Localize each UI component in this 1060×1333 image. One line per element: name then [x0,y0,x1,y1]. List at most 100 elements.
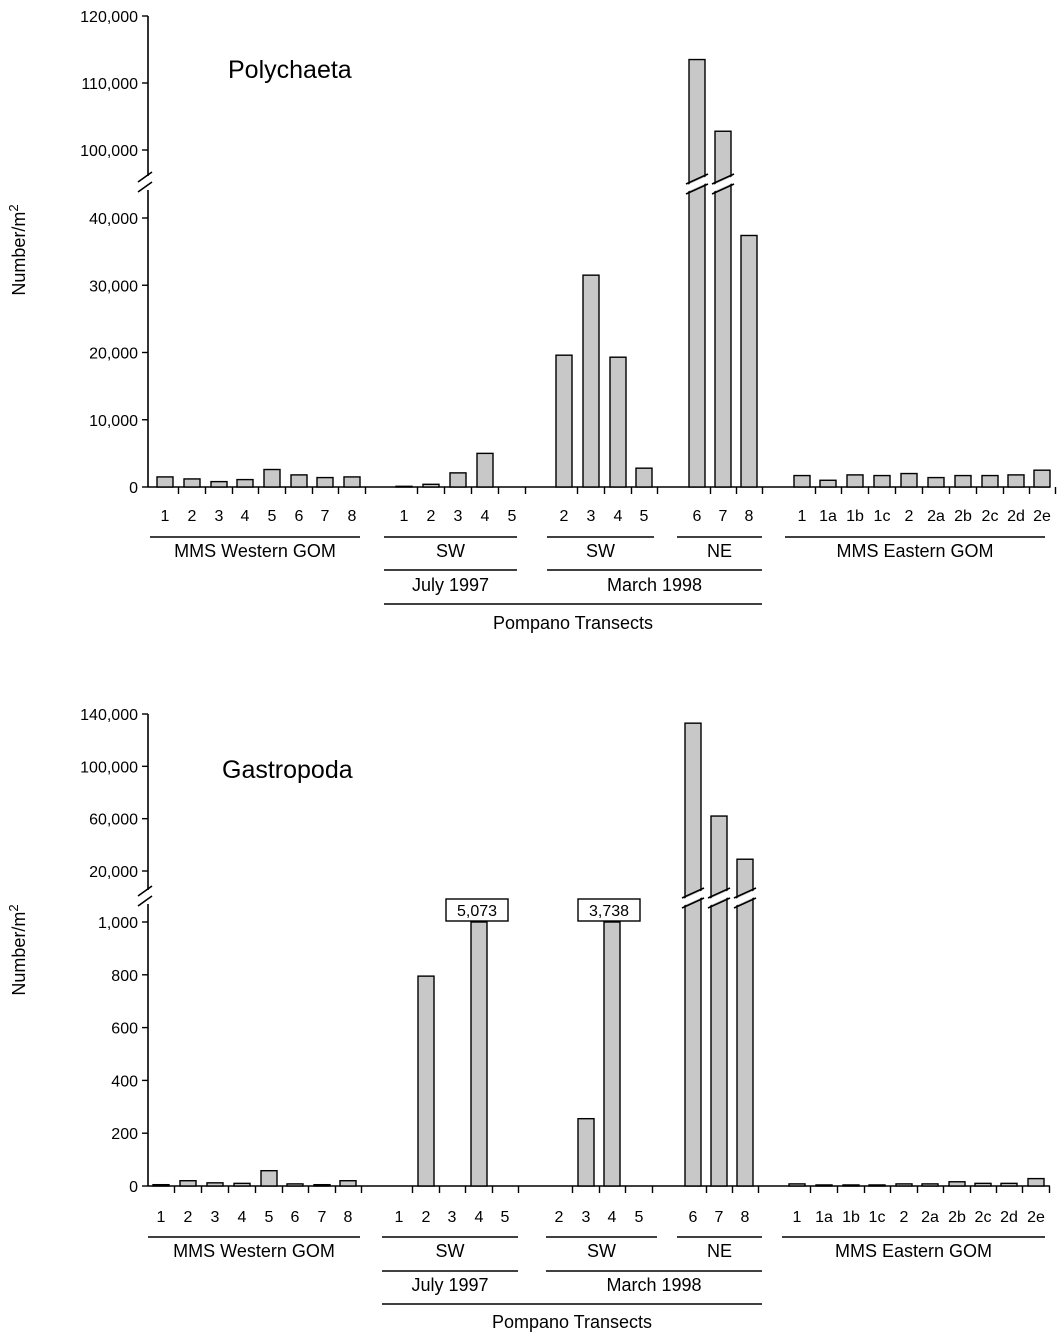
y-tick-label: 0 [129,480,138,497]
bar-mms-eastern-gom-2b [954,474,972,488]
category-label: 3 [215,508,224,525]
bar-mms-western-gom-2 [183,478,201,488]
bar-break-gap [710,176,736,192]
bar-ne-6 [688,58,706,488]
category-label: 3 [211,1209,220,1226]
group-label: MMS Eastern GOM [835,1241,992,1261]
axis-break-mark-lower [137,181,153,193]
bar-sw-2 [417,975,435,1187]
category-label: 3 [454,508,463,525]
bar-break-line-upper [681,887,705,899]
category-label: 5 [508,508,517,525]
bar-sw-2 [555,354,573,488]
bar-break-line-upper [685,173,709,185]
y-tick-label: 1,000 [98,915,138,932]
period-label: July 1997 [411,1275,488,1295]
bar-sw-4 [476,452,494,488]
category-label: 5 [640,508,649,525]
category-label: 2e [1027,1209,1045,1226]
group-label: MMS Western GOM [174,541,336,561]
axis-break-gap [144,176,152,190]
category-label: 3 [587,508,596,525]
bar-break-line-lower [733,897,757,909]
bar-mms-eastern-gom-1a [815,1184,833,1187]
y-tick-label: 10,000 [89,413,138,430]
bar-mms-western-gom-6 [290,474,308,488]
category-label: 8 [745,508,754,525]
bar-ne-7 [710,815,728,1187]
group-label: SW [436,1241,465,1261]
y-tick-label: 40,000 [89,211,138,228]
bar-mms-eastern-gom-2c [974,1182,992,1187]
bar-mms-eastern-gom-1c [873,474,891,488]
y-tick-label: 140,000 [80,707,138,724]
category-label: 1c [869,1209,886,1226]
category-label: 2e [1033,508,1051,525]
category-label: 2a [921,1209,939,1226]
chart-title: Gastropoda [222,756,353,784]
bar-sw-1 [395,485,413,488]
bar-mms-eastern-gom-2c [981,474,999,488]
y-tick-label: 100,000 [80,143,138,160]
bar-break-gap [680,890,706,906]
group-label: SW [436,541,465,561]
bar-mms-western-gom-7 [316,476,334,488]
bar-mms-western-gom-3 [210,480,228,488]
bar-mms-eastern-gom-1a [819,479,837,488]
category-label: 1 [161,508,170,525]
category-label: 4 [238,1209,247,1226]
bar-mms-eastern-gom-1b [846,474,864,488]
bar-break-line-upper [733,887,757,899]
bar-break-gap [706,890,732,906]
axis-break-mark-lower [137,895,153,907]
bar-mms-eastern-gom-2e [1027,1177,1045,1187]
y-tick-label: 800 [111,968,138,985]
y-tick-label: 100,000 [80,759,138,776]
category-label: 2c [975,1209,992,1226]
category-label: 2c [982,508,999,525]
bar-ne-7 [714,130,732,488]
bar-mms-western-gom-7 [313,1183,331,1187]
bar-ne-6 [684,722,702,1187]
category-label: 4 [241,508,250,525]
y-tick-label: 200 [111,1126,138,1143]
category-label: 4 [475,1209,484,1226]
group-label: NE [707,541,732,561]
category-label: 2 [184,1209,193,1226]
y-tick-label: 60,000 [89,812,138,829]
value-annotation: 3,738 [589,903,629,920]
bar-break-gap [684,176,710,192]
category-label: 6 [693,508,702,525]
category-label: 4 [481,508,490,525]
y-tick-label: 20,000 [89,864,138,881]
bar-break-line-lower [707,897,731,909]
y-axis-label: Number/m2 [6,904,29,995]
bar-break-gap [732,890,758,906]
bar-break-line-lower [711,183,735,195]
bar-mms-eastern-gom-1c [868,1184,886,1187]
category-label: 2 [905,508,914,525]
axis-break-mark-upper [137,171,153,183]
bar-sw-4 [470,921,488,1187]
category-label: 5 [501,1209,510,1226]
bar-mms-eastern-gom-1 [793,474,811,488]
bar-mms-eastern-gom-2a [927,476,945,488]
category-label: 1c [874,508,891,525]
bar-mms-western-gom-6 [286,1183,304,1187]
y-axis-label-sup: 2 [6,204,21,211]
bar-mms-eastern-gom-1 [788,1183,806,1187]
category-label: 6 [689,1209,698,1226]
category-label: 5 [268,508,277,525]
y-axis-label-base: Number/m [9,212,29,296]
y-tick-label: 400 [111,1073,138,1090]
category-label: 2 [422,1209,431,1226]
bar-mms-eastern-gom-2 [900,472,918,488]
axis-break-mark-upper [137,885,153,897]
bar-sw-3 [582,274,600,488]
bar-sw-3 [577,1117,595,1187]
bar-mms-western-gom-2 [179,1180,197,1187]
footer-label: Pompano Transects [492,1312,652,1332]
category-label: 7 [318,1209,327,1226]
bar-break-line-upper [711,173,735,185]
bar-mms-eastern-gom-2e [1033,469,1051,488]
